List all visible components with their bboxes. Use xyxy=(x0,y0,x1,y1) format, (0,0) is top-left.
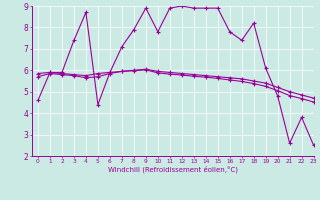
X-axis label: Windchill (Refroidissement éolien,°C): Windchill (Refroidissement éolien,°C) xyxy=(108,166,238,173)
